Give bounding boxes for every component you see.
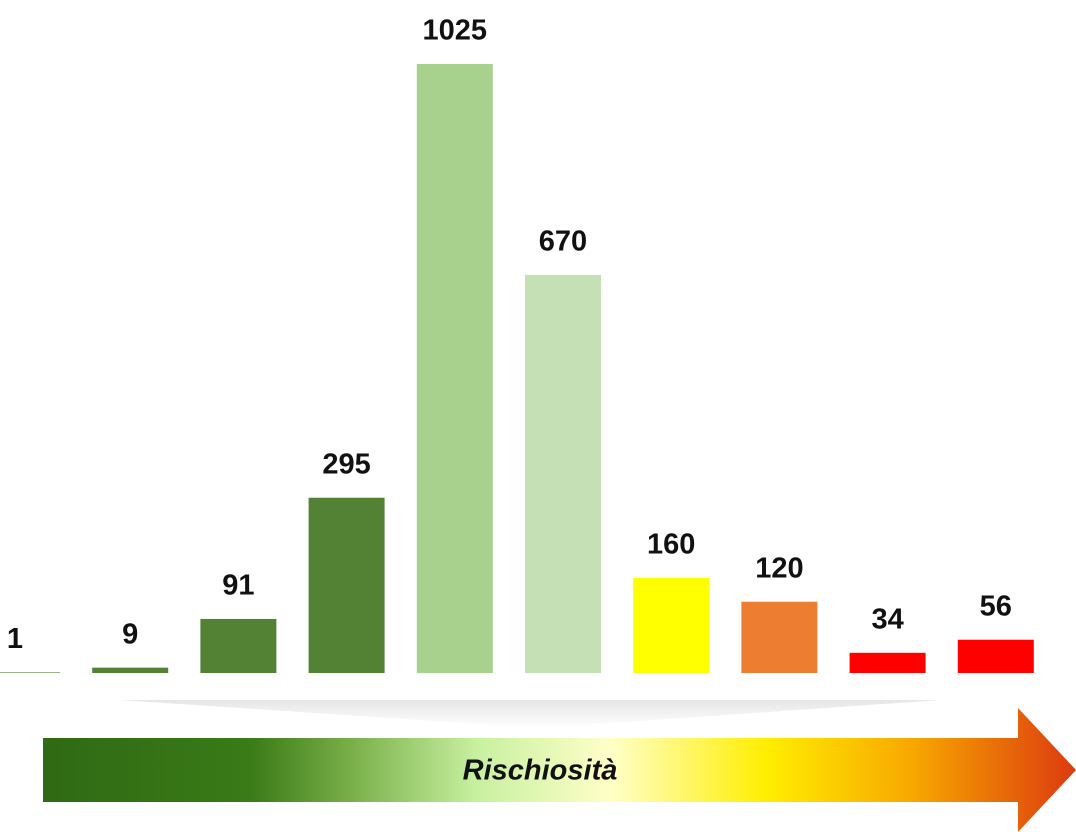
value-label: 1025 [423, 15, 488, 47]
value-label: 670 [539, 226, 587, 258]
arrow-label: Rischiosità [463, 755, 618, 787]
value-label: 120 [755, 552, 803, 584]
arrow-shadow [120, 700, 940, 728]
risk-arrow [43, 708, 1076, 832]
value-label: 295 [322, 448, 370, 480]
value-label: 1 [7, 623, 23, 655]
bar [957, 639, 1034, 673]
bar [633, 577, 710, 673]
bar [92, 667, 169, 673]
bar [741, 601, 818, 673]
bar [525, 274, 601, 673]
value-label: 91 [222, 570, 254, 602]
value-label: 34 [871, 603, 903, 635]
bar [0, 672, 60, 673]
value-label: 56 [980, 590, 1012, 622]
bar [308, 497, 385, 673]
value-label: 9 [122, 618, 138, 650]
bar [200, 618, 277, 673]
value-label: 160 [647, 529, 695, 561]
bar [416, 64, 493, 673]
bar [849, 652, 926, 673]
